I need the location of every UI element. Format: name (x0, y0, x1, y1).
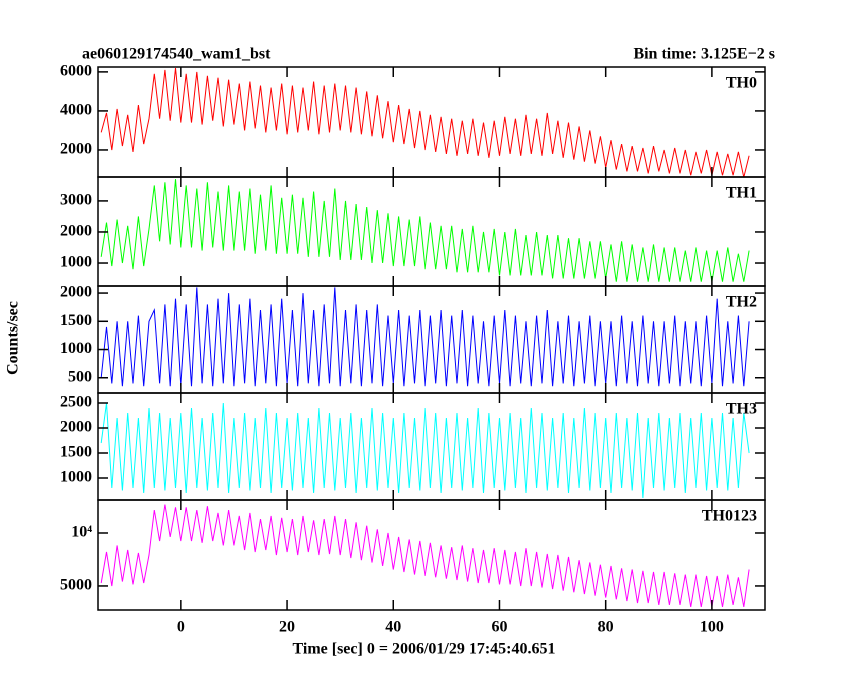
y-tick-label: 5000 (60, 577, 92, 594)
chart-subtitle: Bin time: 3.125E−2 s (633, 46, 775, 63)
y-tick-label: 1500 (60, 312, 92, 329)
y-tick-label: 1000 (60, 469, 92, 486)
light-curve (100, 67, 750, 178)
light-curve (100, 402, 750, 499)
y-tick-label: 2000 (60, 223, 92, 240)
y-tick-label: 1500 (60, 444, 92, 461)
x-tick-label: 100 (700, 619, 724, 636)
x-tick-label: 80 (598, 619, 614, 636)
y-tick-label: 2000 (60, 284, 92, 301)
y-tick-label: 3000 (60, 192, 92, 209)
panel-label: TH0 (726, 75, 757, 92)
panel-label: TH3 (726, 401, 757, 418)
y-tick-label: 1000 (60, 340, 92, 357)
light-curve (100, 179, 750, 282)
panel-label: TH0123 (702, 508, 757, 525)
y-tick-label: 2000 (60, 141, 92, 158)
light-curve (100, 504, 750, 607)
y-tick-label: 2500 (60, 394, 92, 411)
y-tick-label: 10⁴ (71, 524, 92, 541)
y-tick-label: 6000 (60, 63, 92, 80)
x-tick-label: 40 (385, 619, 401, 636)
panel-label: TH1 (726, 185, 757, 202)
x-tick-label: 20 (279, 619, 295, 636)
chart-title: ae060129174540_wam1_bst (82, 46, 271, 63)
panel-frame (97, 499, 766, 611)
y-tick-label: 4000 (60, 102, 92, 119)
y-tick-label: 500 (68, 368, 92, 385)
y-tick-label: 2000 (60, 419, 92, 436)
x-tick-label: 60 (491, 619, 507, 636)
light-curve (100, 287, 750, 387)
y-axis-label: Counts/sec (5, 301, 22, 375)
panel-label: TH2 (726, 294, 757, 311)
y-tick-label: 1000 (60, 254, 92, 271)
x-tick-label: 0 (177, 619, 185, 636)
x-axis-label: Time [sec] 0 = 2006/01/29 17:45:40.651 (292, 641, 555, 658)
